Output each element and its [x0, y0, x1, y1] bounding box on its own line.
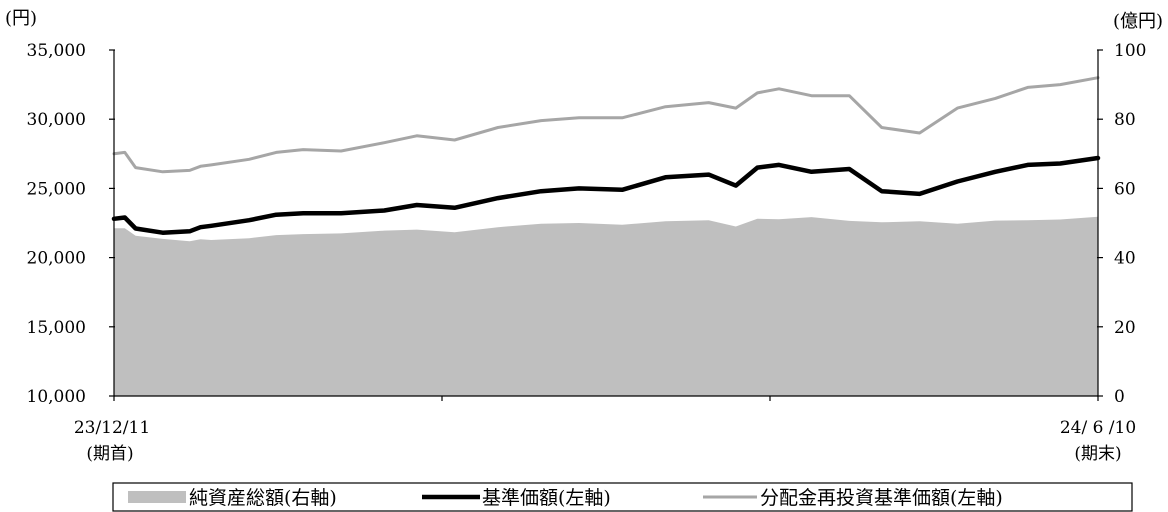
right-axis-tick-label: 100 — [1114, 41, 1146, 61]
line-series-layer — [111, 76, 1101, 235]
axes — [113, 50, 1099, 397]
right-axis-tick-label: 80 — [1114, 110, 1136, 130]
series-net-assets-area — [114, 216, 1098, 396]
series-reinvested-nav-line — [112, 76, 1100, 174]
legend-label-nav: 基準価額(左軸) — [482, 487, 611, 509]
legend-label-net-assets: 純資産総額(右軸) — [189, 487, 337, 509]
right-axis-tick-label: 0 — [1114, 387, 1125, 407]
right-axis-tick-label: 40 — [1114, 249, 1136, 269]
legend-swatch-net-assets — [128, 491, 186, 503]
legend-box — [112, 482, 1133, 512]
right-axis-tick-label: 20 — [1114, 318, 1136, 338]
net-assets-area-layer — [114, 216, 1098, 396]
axis-labels: (円) (億円) 23/12/11 (期首) 24/ 6 /10 (期末) 10… — [5, 8, 1163, 464]
left-axis-tick-label: 15,000 — [27, 318, 86, 338]
left-axis-tick-label: 20,000 — [27, 249, 86, 269]
x-start-label: 23/12/11 — [74, 418, 150, 438]
left-axis-tick-label: 30,000 — [27, 110, 86, 130]
series-nav-line — [111, 155, 1101, 235]
x-end-sublabel: (期末) — [1074, 444, 1121, 464]
left-axis-unit: (円) — [5, 8, 37, 29]
legend: 純資産総額(右軸) 基準価額(左軸) 分配金再投資基準価額(左軸) — [112, 482, 1133, 512]
tick-marks — [109, 49, 1103, 401]
right-axis-unit: (億円) — [1113, 11, 1163, 32]
right-axis-tick-label: 60 — [1114, 179, 1136, 199]
x-start-sublabel: (期首) — [86, 444, 133, 464]
left-axis-tick-label: 35,000 — [27, 41, 86, 61]
legend-label-reinvested-nav: 分配金再投資基準価額(左軸) — [760, 487, 1003, 509]
left-axis-tick-label: 10,000 — [27, 387, 86, 407]
x-end-label: 24/ 6 /10 — [1060, 418, 1136, 438]
left-axis-tick-label: 25,000 — [27, 179, 86, 199]
